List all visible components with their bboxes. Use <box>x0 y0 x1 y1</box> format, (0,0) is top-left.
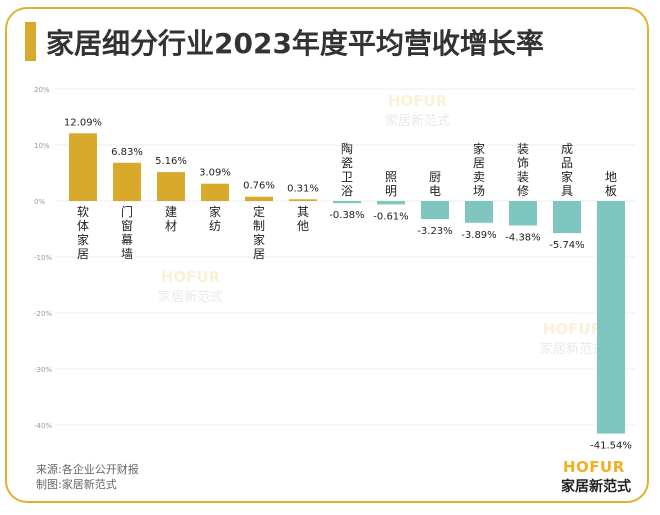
data-label: 6.83% <box>111 147 143 158</box>
data-label: -5.74% <box>549 240 584 251</box>
category-label: 成 <box>561 142 573 156</box>
data-label: -3.89% <box>461 230 496 241</box>
category-label: 制 <box>253 219 265 233</box>
data-label: 5.16% <box>155 156 187 167</box>
logo-text: HOFUR <box>563 458 625 476</box>
bar <box>597 201 625 434</box>
category-label: 厨 <box>429 170 441 184</box>
category-label: 其 <box>297 205 309 219</box>
category-label: 居 <box>77 247 89 261</box>
data-label: 0.31% <box>287 183 319 194</box>
category-label: 家 <box>561 169 573 184</box>
category-label: 纺 <box>209 219 221 233</box>
category-label: 居 <box>253 247 265 261</box>
data-label: -4.38% <box>505 233 540 244</box>
category-label: 瓷 <box>341 156 353 170</box>
bar <box>289 199 317 201</box>
y-tick-label: 10% <box>34 142 50 150</box>
bar <box>333 201 361 204</box>
category-label: 体 <box>77 219 89 233</box>
y-tick-label: -20% <box>34 310 52 318</box>
data-label: -3.23% <box>417 226 452 237</box>
bar <box>377 201 405 205</box>
category-label: 品 <box>561 156 573 170</box>
source-note: 来源:各企业公开财报 <box>36 463 139 476</box>
category-label: 幕 <box>121 233 133 247</box>
category-label: 装 <box>517 170 529 184</box>
title-accent-bar <box>25 22 36 61</box>
bar <box>553 201 581 234</box>
category-label: 地 <box>605 170 617 184</box>
category-label: 电 <box>429 184 441 198</box>
category-label: 明 <box>385 184 397 198</box>
category-label: 墙 <box>121 247 133 261</box>
data-label: 3.09% <box>199 168 231 179</box>
category-label: 居 <box>473 156 485 170</box>
data-label: -0.61% <box>373 211 408 222</box>
category-label: 他 <box>297 219 309 233</box>
category-label: 门 <box>121 204 133 219</box>
category-label: 卖 <box>473 170 485 184</box>
category-label: 窗 <box>121 219 133 233</box>
bar <box>421 201 449 220</box>
y-tick-label: -10% <box>34 254 52 262</box>
category-label: 家 <box>209 204 221 219</box>
category-label: 定 <box>253 204 265 219</box>
data-label: 12.09% <box>64 117 102 128</box>
category-label: 材 <box>165 219 177 233</box>
bar <box>245 196 273 201</box>
y-tick-label: 20% <box>34 86 50 94</box>
bar <box>201 183 229 201</box>
bar <box>69 133 97 201</box>
category-label: 家 <box>253 232 265 247</box>
maker-note: 制图:家居新范式 <box>36 478 117 491</box>
watermark-logo: HOFUR 家居新范式 <box>158 268 224 305</box>
y-tick-label: -30% <box>34 366 52 374</box>
category-label: 板 <box>605 184 617 198</box>
chart-title: 家居细分行业2023年度平均营收增长率 <box>46 27 544 60</box>
category-label: 装 <box>517 142 529 156</box>
category-label: 家 <box>77 232 89 247</box>
bar <box>157 172 185 201</box>
chart-card <box>5 7 649 503</box>
watermark-logo: HOFUR 家居新范式 <box>540 320 606 357</box>
bar <box>509 201 537 226</box>
data-label: 0.76% <box>243 181 275 192</box>
category-label: 家 <box>473 141 485 156</box>
category-label: 软 <box>77 205 89 219</box>
category-label: 陶 <box>341 141 353 156</box>
category-label: 浴 <box>341 184 353 198</box>
category-label: 卫 <box>341 170 353 184</box>
logo-subtitle: 家居新范式 <box>561 479 631 495</box>
bar <box>465 201 493 223</box>
data-label: -0.38% <box>329 210 364 221</box>
category-label: 照 <box>385 170 397 184</box>
data-label: -41.54% <box>590 441 632 452</box>
y-tick-label: -40% <box>34 422 52 430</box>
category-label: 修 <box>517 183 529 198</box>
category-label: 饰 <box>517 156 529 170</box>
y-tick-label: 0% <box>34 198 45 206</box>
category-label: 具 <box>561 184 573 198</box>
bar <box>113 162 141 201</box>
category-label: 建 <box>165 205 177 219</box>
watermark-logo: HOFUR 家居新范式 <box>385 92 451 129</box>
category-label: 场 <box>473 184 485 198</box>
